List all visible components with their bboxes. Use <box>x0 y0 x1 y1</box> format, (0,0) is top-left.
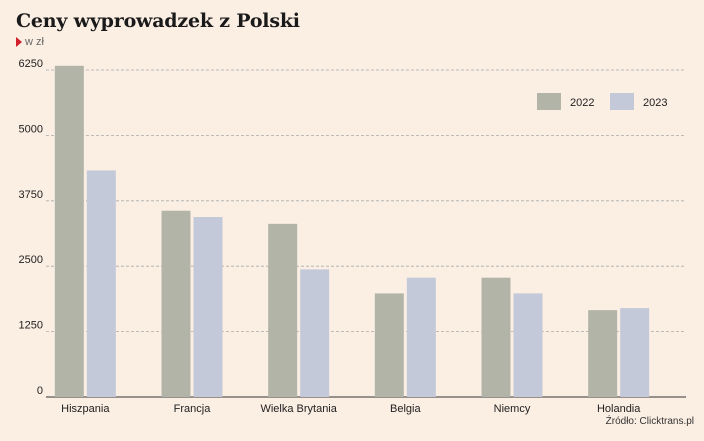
bar-2022 <box>588 310 618 397</box>
x-category-label: Niemcy <box>494 403 531 415</box>
bar-2023 <box>513 293 543 397</box>
y-axis: 0 1250 2500 3750 5000 6250 <box>19 58 43 397</box>
red-triangle-icon <box>16 37 22 47</box>
gridlines <box>46 69 686 398</box>
y-tick-label: 3750 <box>19 189 43 201</box>
y-tick-label: 1250 <box>19 320 43 332</box>
legend-swatch-2022 <box>537 93 561 110</box>
bar-2022 <box>374 293 404 397</box>
bar-2022 <box>161 210 191 397</box>
chart-title: Ceny wyprowadzek z Polski <box>16 10 300 32</box>
y-tick-label: 0 <box>37 385 43 397</box>
bar-2023 <box>406 277 436 397</box>
x-axis: Hiszpania Francja Wielka Brytania Belgia Nie… <box>61 403 641 415</box>
bar-2022 <box>268 223 298 397</box>
bar-2022 <box>54 65 84 398</box>
x-category-label: Wielka Brytania <box>260 403 337 415</box>
y-tick-label: 5000 <box>19 123 43 135</box>
x-category-label: Belgia <box>390 403 421 415</box>
legend-label-2022: 2022 <box>570 97 594 109</box>
legend-label-2023: 2023 <box>643 97 667 109</box>
bar-2022 <box>481 277 511 397</box>
legend-swatch-2023 <box>610 93 634 110</box>
y-tick-label: 6250 <box>19 58 43 70</box>
bar-2023 <box>300 269 330 397</box>
source-note: Źródło: Clicktrans.pl <box>605 416 694 427</box>
x-category-label: Hiszpania <box>61 403 110 415</box>
bar-2023 <box>620 308 650 397</box>
bars <box>54 65 650 398</box>
y-tick-label: 2500 <box>19 254 43 266</box>
unit-label: w zł <box>25 36 44 48</box>
bar-2023 <box>86 170 116 397</box>
legend: 2022 2023 <box>537 93 667 110</box>
x-category-label: Holandia <box>597 403 641 415</box>
x-category-label: Francja <box>174 403 212 415</box>
bar-2023 <box>193 217 223 397</box>
chart-subtitle: w zł <box>16 36 44 48</box>
